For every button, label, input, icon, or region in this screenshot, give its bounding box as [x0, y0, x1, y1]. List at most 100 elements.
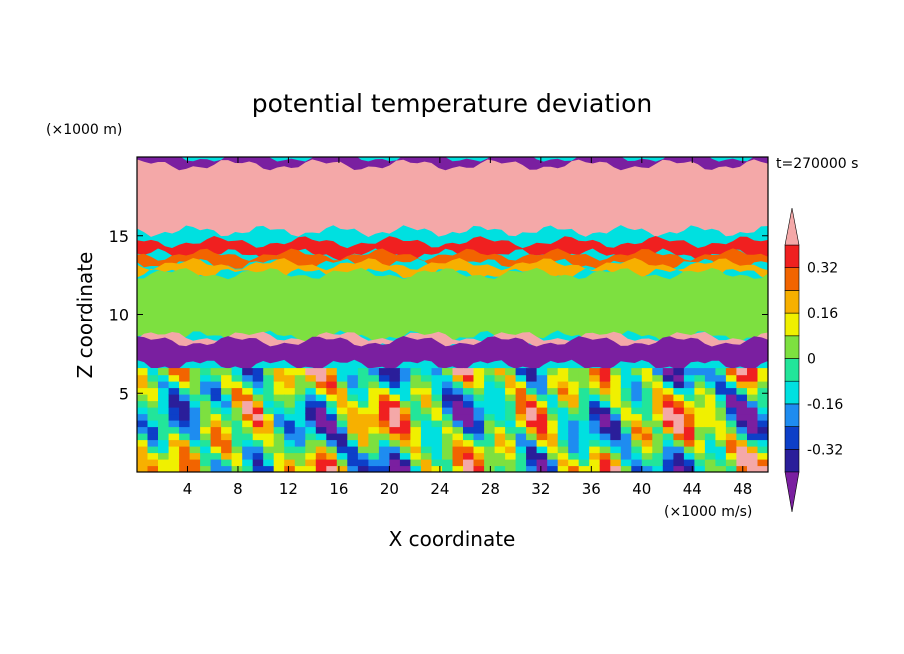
field-cell [484, 452, 496, 460]
field-cell [231, 439, 243, 447]
field-cell [357, 426, 369, 434]
field-cell [547, 374, 559, 382]
field-cell [431, 439, 443, 447]
field-cell [599, 420, 611, 428]
field-cell [284, 387, 296, 395]
field-cell [557, 452, 569, 460]
field-cell [305, 374, 317, 382]
field-cell [683, 446, 695, 454]
field-cell [747, 400, 759, 408]
field-cell [662, 465, 674, 472]
field-cell [641, 407, 653, 415]
field-cell [683, 400, 695, 408]
field-cell [641, 459, 653, 467]
field-cell [515, 439, 527, 447]
field-cell [494, 407, 506, 415]
field-cell [221, 394, 233, 402]
field-cell [399, 381, 411, 389]
field-cell [273, 439, 285, 447]
field-cell [273, 394, 285, 402]
field-cell [168, 459, 180, 467]
field-cell [357, 413, 369, 421]
field-cell [757, 400, 768, 408]
field-cell [399, 387, 411, 395]
field-cell [747, 407, 759, 415]
field-cell [683, 368, 695, 376]
field-cell [652, 465, 664, 472]
field-cell [631, 374, 643, 382]
field-cell [747, 459, 759, 467]
field-cell [389, 420, 401, 428]
field-cell [484, 465, 496, 472]
field-cell [273, 433, 285, 441]
colorbar-segment [784, 267, 800, 291]
field-cell [610, 446, 622, 454]
field-cell [137, 439, 149, 447]
field-cell [662, 452, 674, 460]
colorbar-extend-max [784, 207, 800, 246]
field-cell [736, 426, 748, 434]
field-cell [347, 407, 359, 415]
field-cell [557, 420, 569, 428]
colorbar-segment [784, 380, 800, 405]
field-cell [200, 446, 212, 454]
field-cell [620, 452, 632, 460]
field-cell [484, 394, 496, 402]
field-cell [252, 452, 264, 460]
field-cell [378, 387, 390, 395]
field-cell [494, 439, 506, 447]
field-cell [725, 381, 737, 389]
field-cell [357, 459, 369, 467]
field-cell [757, 394, 768, 402]
colorbar-segment [784, 426, 800, 450]
field-cell [210, 452, 222, 460]
field-cell [610, 374, 622, 382]
field-cell [747, 374, 759, 382]
field-cell [694, 439, 706, 447]
field-cell [389, 433, 401, 441]
field-cell [273, 413, 285, 421]
field-cell [578, 420, 590, 428]
field-cell [168, 381, 180, 389]
field-cell [147, 374, 159, 382]
field-cell [610, 439, 622, 447]
field-cell [326, 400, 338, 408]
field-cell [147, 446, 159, 454]
field-cell [221, 452, 233, 460]
field-cell [168, 452, 180, 460]
field-cell [505, 368, 517, 376]
field-cell [662, 374, 674, 382]
field-cell [410, 387, 422, 395]
field-cell [694, 407, 706, 415]
field-cell [420, 400, 432, 408]
field-cell [368, 387, 380, 395]
field-cell [652, 381, 664, 389]
field-cell [305, 387, 317, 395]
field-cell [179, 433, 191, 441]
field-cell [526, 400, 538, 408]
field-cell [315, 433, 327, 441]
field-cell [442, 439, 454, 447]
field-cell [179, 387, 191, 395]
field-cell [484, 439, 496, 447]
field-cell [315, 374, 327, 382]
field-cell [263, 426, 275, 434]
field-cell [631, 426, 643, 434]
field-cell [242, 439, 254, 447]
field-cell [589, 465, 601, 472]
field-cell [399, 465, 411, 472]
field-cell [463, 413, 475, 421]
field-cell [210, 439, 222, 447]
field-cell [683, 426, 695, 434]
field-cell [368, 368, 380, 376]
field-cell [505, 446, 517, 454]
field-cell [420, 446, 432, 454]
field-cell [715, 374, 727, 382]
field-cell [294, 387, 306, 395]
field-cell [326, 381, 338, 389]
field-cell [326, 439, 338, 447]
field-cell [137, 459, 149, 467]
field-cell [357, 387, 369, 395]
field-cell [515, 368, 527, 376]
field-cell [473, 452, 485, 460]
